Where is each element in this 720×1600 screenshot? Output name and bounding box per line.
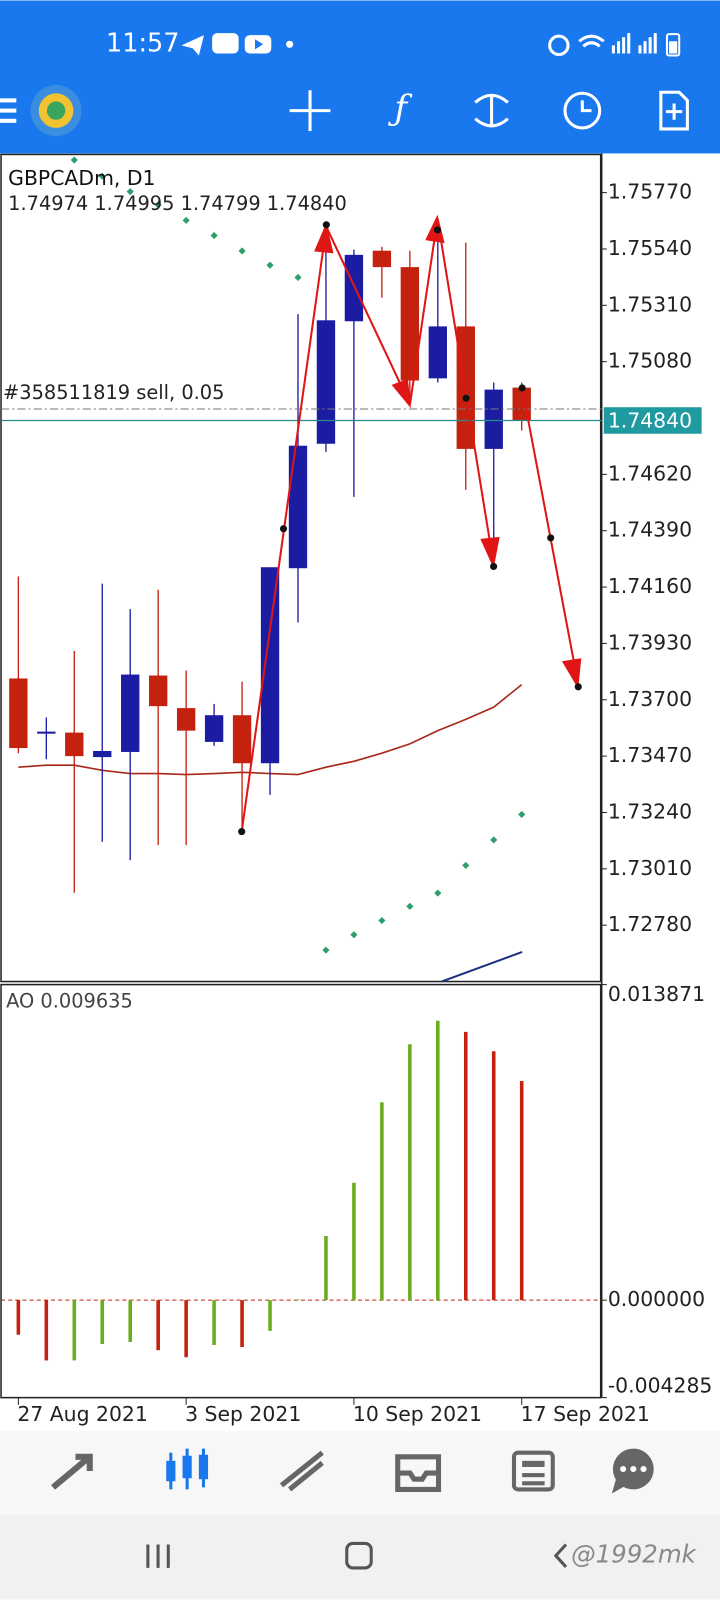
arrow-heads [314,214,582,689]
system-nav [0,1514,720,1600]
candle-body [204,715,224,742]
candle-body [176,708,196,731]
y-tick-label: 1.72780 [608,912,692,936]
ao-title: AO 0.009635 [6,989,133,1012]
status-time: 11:57 [106,28,179,58]
candle-body [428,326,447,379]
y-tick-label: 1.74390 [608,518,692,542]
candle-body [148,675,168,707]
bid-box [603,407,702,434]
candle-body [316,320,336,444]
candle-body [121,674,140,752]
sar-dot [518,810,526,819]
y-tick-label: 1.73700 [608,687,692,711]
y-tick-label: 1.75080 [608,349,692,373]
sar-dot [322,946,330,954]
system-buttons[interactable] [146,1541,568,1570]
bid-label: 1.74840 [608,408,692,432]
x-tick-label: 10 Sep 2021 [353,1402,482,1426]
x-tick-label: 3 Sep 2021 [185,1402,301,1426]
y-tick-label: 1.74620 [608,461,692,485]
y-tick-label: 1.74160 [608,574,692,598]
sar-dot [182,216,190,224]
candle-body [260,567,280,764]
ao-tick-label: 0.000000 [608,1287,705,1311]
y-tick-label: 1.73010 [608,856,692,880]
y-tick-label: 1.73930 [608,630,692,654]
watermark: @1992mk [571,1540,697,1569]
status-icons [181,33,681,57]
candle-body [484,389,503,449]
x-tick-label: 27 Aug 2021 [17,1402,148,1426]
candle-body [65,732,84,757]
candle-body [9,678,28,749]
candle-body [344,254,364,322]
chart-data: 1.75770 1.75540 1.75310 1.75080 1.74620 1.743… [1,153,712,1426]
sar-dot [490,836,498,844]
symbol: GBPCADm, D1 [8,166,155,190]
x-tick-label: 17 Sep 2021 [521,1402,650,1426]
ao-tick-label: 0.013871 [608,982,705,1006]
y-tick-label: 1.73240 [608,799,692,823]
candle-body [288,445,308,569]
trend-line [441,950,523,983]
bottom-nav [0,1431,720,1515]
header-bar [0,0,720,154]
arrow-points [238,221,582,836]
sar-dot [266,261,274,269]
candle-body [37,731,56,734]
y-tick-label: 1.75310 [608,292,692,316]
ohlc: 1.74974 1.74995 1.74799 1.74840 [8,192,347,215]
ao-tick-label: -0.004285 [608,1373,713,1397]
sar-dot [378,916,386,925]
candle-body [232,715,252,764]
order-label: #358511819 sell, 0.05 [3,381,224,404]
y-tick-label: 1.73470 [608,743,692,767]
nav-icons[interactable] [51,1448,654,1494]
y-tick-label: 1.75770 [608,180,692,204]
y-tick-label: 1.75540 [608,236,692,260]
candle-body [400,267,420,381]
candle-body [372,250,392,268]
ao-panel [0,983,602,1399]
candle-body [93,750,112,758]
